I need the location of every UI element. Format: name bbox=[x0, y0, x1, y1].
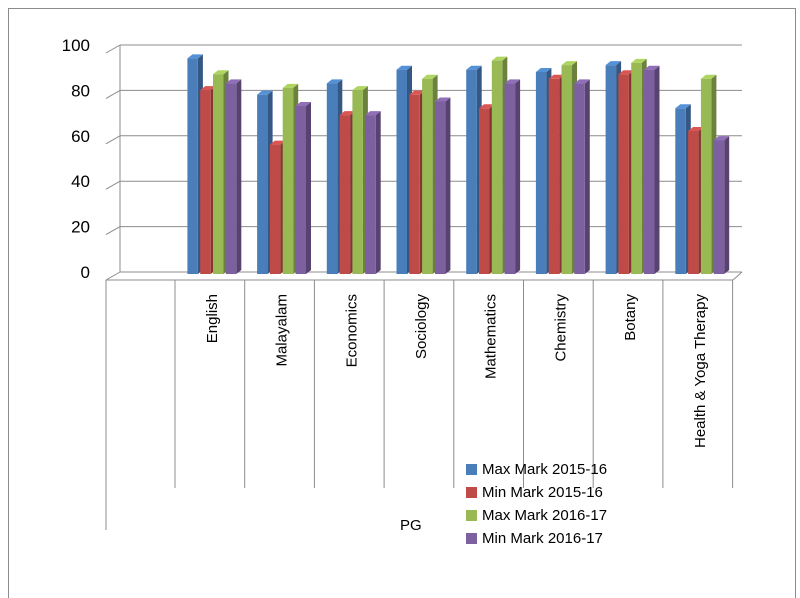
y-tick-label: 80 bbox=[71, 81, 90, 100]
legend-swatch bbox=[466, 464, 477, 475]
legend-swatch bbox=[466, 533, 477, 544]
floor-edge bbox=[732, 271, 743, 281]
x-axis: English Malayalam Economics Sociology Mathem… bbox=[105, 271, 743, 530]
gridline-depth bbox=[105, 135, 121, 145]
gridline-depth bbox=[105, 180, 121, 190]
y-tick-label: 0 bbox=[81, 263, 90, 282]
gridline-depth bbox=[105, 226, 121, 236]
bar bbox=[434, 97, 451, 274]
legend-label: Max Mark 2015-16 bbox=[482, 461, 607, 478]
bar bbox=[574, 79, 590, 274]
bar bbox=[644, 65, 660, 274]
x-tick-label: Mathematics bbox=[483, 294, 500, 379]
chart-frame bbox=[8, 8, 796, 598]
group-label: PG bbox=[400, 517, 422, 534]
gridline-depth bbox=[105, 44, 121, 54]
y-tick-label: 40 bbox=[71, 172, 90, 191]
y-tick-label: 100 bbox=[62, 36, 90, 55]
gridline-depth bbox=[105, 271, 121, 281]
gridline-depth bbox=[105, 89, 121, 99]
legend-label: Min Mark 2015-16 bbox=[482, 484, 603, 501]
y-tick-label: 60 bbox=[71, 127, 90, 146]
bar bbox=[295, 102, 311, 275]
x-tick-label: English bbox=[204, 294, 221, 343]
legend-label: Max Mark 2016-17 bbox=[482, 507, 607, 524]
x-tick-label: Malayalam bbox=[274, 294, 291, 367]
legend: Max Mark 2015-16 Min Mark 2015-16 Max Mark… bbox=[466, 461, 607, 547]
bar bbox=[713, 136, 730, 274]
legend-item: Min Mark 2016-17 bbox=[466, 530, 603, 547]
legend-item: Max Mark 2015-16 bbox=[466, 461, 607, 478]
bar bbox=[365, 111, 381, 274]
bar bbox=[225, 79, 242, 274]
legend-swatch bbox=[466, 487, 477, 498]
bar bbox=[504, 79, 521, 274]
legend-label: Min Mark 2016-17 bbox=[482, 530, 603, 547]
y-axis: 0 20 40 60 80 100 bbox=[62, 36, 121, 282]
legend-item: Max Mark 2016-17 bbox=[466, 507, 607, 524]
bars bbox=[187, 54, 730, 275]
legend-item: Min Mark 2015-16 bbox=[466, 484, 603, 501]
x-tick-label: Sociology bbox=[413, 294, 430, 360]
y-tick-label: 20 bbox=[71, 218, 90, 237]
legend-swatch bbox=[466, 510, 477, 521]
x-tick-label: Health & Yoga Therapy bbox=[692, 294, 709, 449]
x-tick-label: Botany bbox=[622, 294, 639, 341]
x-tick-label: Chemistry bbox=[552, 294, 569, 362]
x-tick-label: Economics bbox=[343, 294, 360, 367]
